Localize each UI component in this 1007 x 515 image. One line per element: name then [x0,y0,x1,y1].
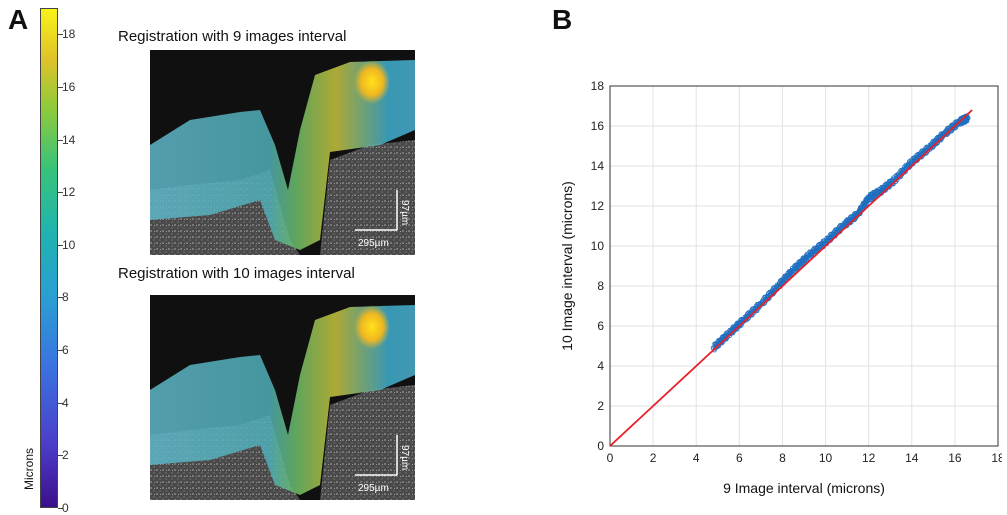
panel-b-letter: B [552,4,573,35]
scale-horizontal: 295µm [358,238,389,249]
colorbar-tick [58,350,63,352]
x-tick-label: 2 [650,451,657,465]
scale-vertical: 97µm [399,200,410,225]
colorbar-tick-label: 16 [62,79,76,94]
colorbar-tick-label: 2 [62,448,69,463]
y-tick-label: 10 [591,239,605,253]
x-tick-label: 10 [819,451,833,465]
colorbar-tick [58,34,63,36]
y-tick-label: 4 [597,359,604,373]
colorbar-tick [58,192,63,194]
x-tick-label: 14 [905,451,919,465]
colorbar-tick-label: 12 [62,185,76,200]
image1-title: Registration with 9 images interval [118,28,347,45]
panel-a-letter: A [8,4,29,35]
colorbar [40,8,58,508]
y-tick-label: 12 [591,199,605,213]
colorbar-tick [58,297,63,299]
x-tick-label: 6 [736,451,743,465]
scale-horizontal: 295µm [358,483,389,494]
image2-title: Registration with 10 images interval [118,265,355,282]
x-tick-label: 18 [991,451,1002,465]
x-tick-label: 8 [779,451,786,465]
scatter-chart: 0 2 4 6 8 10 12 14 16 18 0 2 4 6 8 10 12 14 16 18 9 Image in… [552,70,1005,515]
y-tick-label: 14 [591,159,605,173]
y-tick-label: 18 [591,79,605,93]
scatter-point [797,264,802,270]
colorbar-tick-label: 0 [62,501,69,515]
oct-image-10-interval: 97µm 295µm [150,295,415,500]
scatter-point [965,115,971,121]
plot-frame [609,85,999,447]
colorbar-tick-label: 8 [62,290,69,305]
x-tick-label: 0 [607,451,614,465]
scale-bar: 97µm 295µm [355,435,410,494]
scatter-point [903,169,908,174]
colorbar-tick [58,244,63,246]
colorbar-tick-label: 18 [62,27,76,42]
colorbar-tick-label: 6 [62,343,69,358]
colorbar-tick [58,139,63,141]
scale-vertical: 97µm [399,445,410,470]
scatter-point [894,177,900,183]
scatter-point [908,161,913,166]
colorbar-tick [58,455,63,457]
x-tick-label: 4 [693,451,700,465]
colorbar-tick-label: 10 [62,237,76,252]
colorbar-tick [58,508,63,509]
x-tick-label: 12 [862,451,876,465]
scale-bar: 97µm 295µm [355,190,410,249]
y-tick-label: 6 [597,319,604,333]
y-tick-label: 16 [591,119,605,133]
scatter-point [766,296,771,302]
colorbar-tick-label: 14 [62,132,76,147]
colorbar-tick [58,86,63,88]
y-tick-label: 2 [597,399,604,413]
y-tick-label: 8 [597,279,604,293]
colorbar-label: Microns [22,447,36,490]
y-axis-title: 10 Image interval (microns) [559,181,575,351]
colorbar-tick-label: 4 [62,395,69,410]
x-axis-title: 9 Image interval (microns) [723,480,885,496]
colorbar-tick [58,402,63,404]
scatter-point [964,118,970,124]
y-tick-label: 0 [597,439,604,453]
oct-image-9-interval: 97µm 295µm [150,50,415,255]
x-tick-label: 16 [948,451,962,465]
fit-line [609,109,973,447]
